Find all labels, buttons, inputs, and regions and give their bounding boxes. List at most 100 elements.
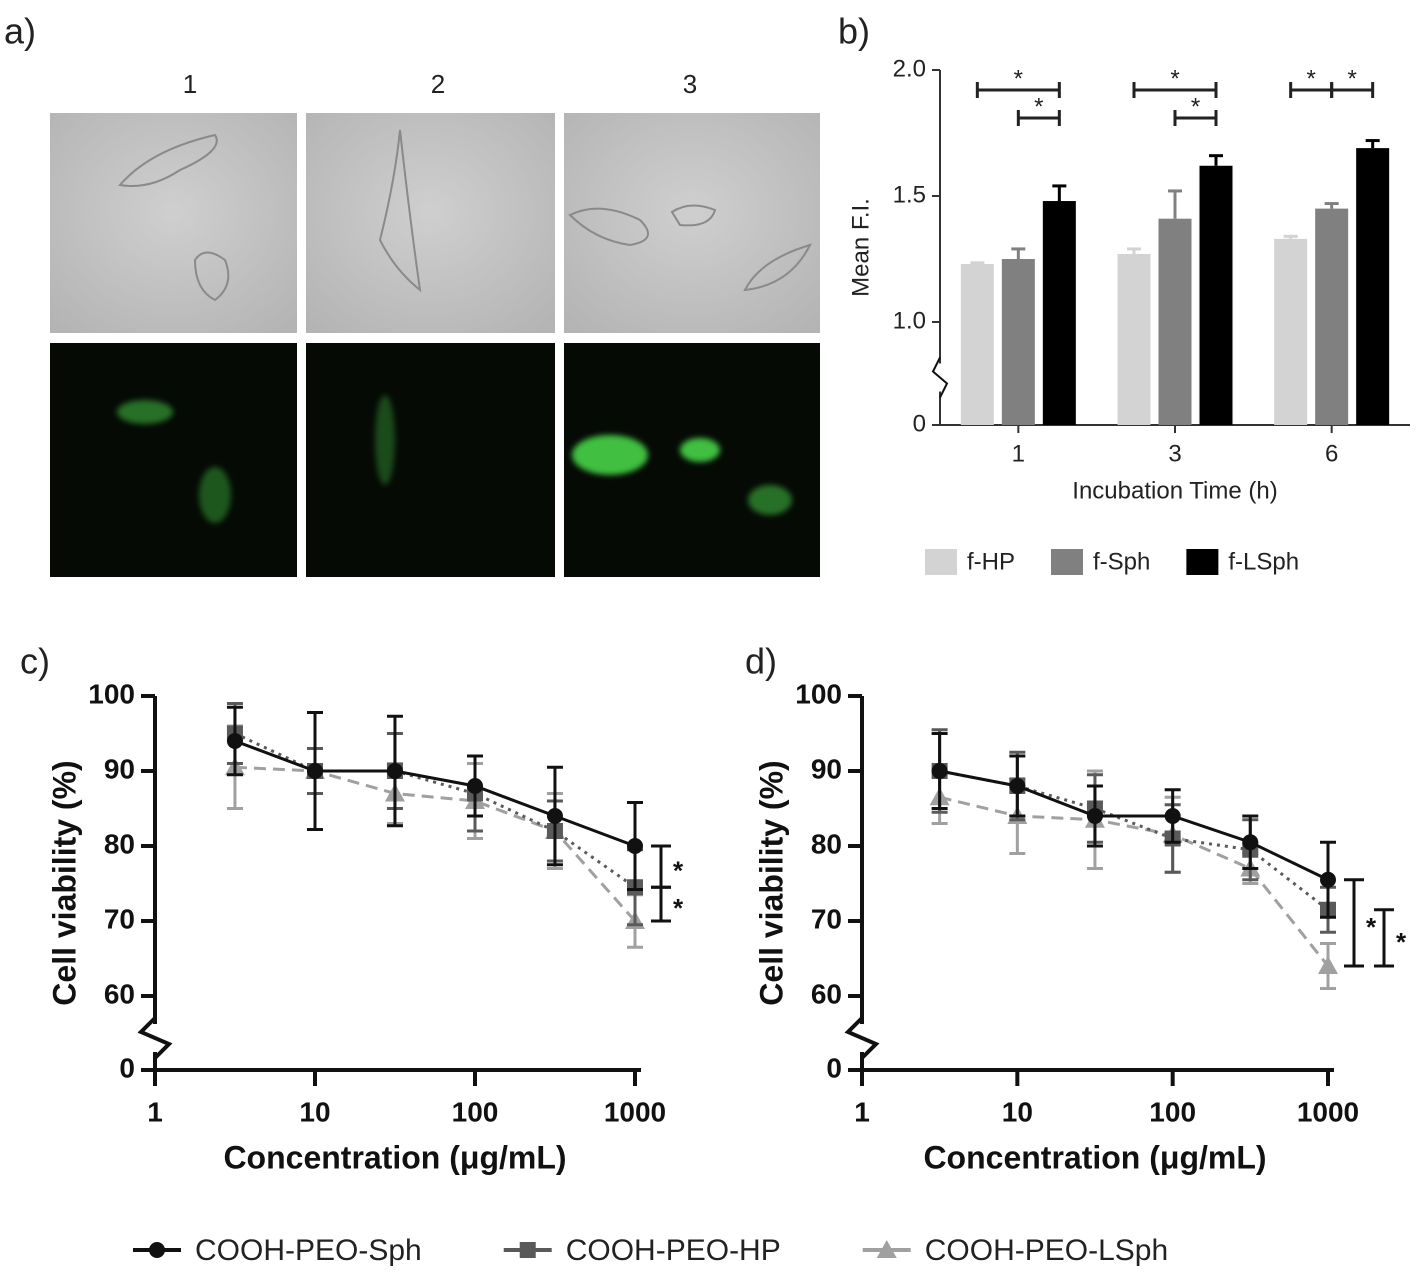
- x-tick-label: 10: [299, 1096, 330, 1127]
- significance-label: *: [673, 893, 684, 923]
- y-tick-label: 70: [104, 903, 135, 934]
- x-tick-label: 100: [1149, 1096, 1196, 1127]
- legend-label: f-LSph: [1228, 548, 1299, 575]
- significance-bracket: [651, 885, 671, 923]
- legend-swatch: [1186, 549, 1219, 575]
- legend-label: f-Sph: [1093, 548, 1150, 575]
- x-tick-label: 1000: [604, 1096, 666, 1127]
- x-axis-label: Concentration (μg/mL): [923, 1139, 1266, 1175]
- x-tick-label: 100: [452, 1096, 499, 1127]
- legend-swatch: [925, 549, 957, 575]
- axis-break: [137, 1016, 173, 1060]
- significance-label: *: [1191, 93, 1200, 120]
- series-line: [234, 765, 637, 922]
- data-point: [386, 763, 403, 779]
- y-tick-label: 80: [811, 828, 842, 859]
- significance-label: *: [1306, 65, 1315, 92]
- significance-bracket: [1016, 110, 1061, 126]
- fluorescence-signal: [117, 395, 792, 523]
- y-tick-label: 60: [104, 978, 135, 1009]
- y-axis-label: Cell viability (%): [753, 760, 789, 1005]
- data-point: [467, 778, 483, 794]
- panel-label: b): [838, 11, 870, 52]
- axis-break: [844, 1016, 880, 1060]
- column-label: 2: [431, 69, 445, 99]
- significance-bracket: [1344, 878, 1364, 968]
- data-point: [1318, 956, 1338, 974]
- fluorescence-image: [50, 343, 297, 577]
- significance-label: *: [1366, 912, 1377, 942]
- data-point: [307, 763, 323, 779]
- data-point: [546, 808, 563, 824]
- y-tick-label: 0: [119, 1052, 135, 1083]
- significance-bracket: [1330, 82, 1375, 98]
- series-line: [234, 739, 636, 848]
- y-tick-label: 100: [88, 678, 135, 709]
- series-line: [939, 769, 1329, 882]
- brightfield-image: [50, 113, 297, 333]
- significance-label: *: [673, 856, 684, 886]
- x-axis-label: Concentration (μg/mL): [223, 1139, 566, 1175]
- series-line: [939, 795, 1330, 967]
- x-tick-label: 1: [854, 1096, 870, 1127]
- significance-bracket: [1173, 110, 1218, 126]
- data-point: [1009, 778, 1026, 794]
- brightfield-image: [306, 113, 555, 333]
- bar: [1315, 208, 1349, 425]
- legend-label: COOH-PEO-HP: [566, 1234, 781, 1267]
- y-tick-label: 1.0: [893, 307, 926, 334]
- bar: [1199, 165, 1233, 425]
- significance-bracket: [651, 844, 671, 889]
- data-point: [931, 763, 948, 779]
- column-label: 3: [683, 69, 697, 99]
- series-line: [234, 732, 636, 889]
- y-tick-label: 90: [104, 753, 135, 784]
- panel-label: d): [745, 641, 777, 682]
- x-tick-label: 3: [1168, 440, 1181, 467]
- data-point: [1164, 808, 1181, 824]
- legend-label: f-HP: [967, 548, 1015, 575]
- brightfield-image: [564, 113, 820, 333]
- y-axis-label: Cell viability (%): [46, 760, 82, 1005]
- data-point: [627, 838, 643, 854]
- significance-bracket: [975, 82, 1061, 98]
- column-label: 1: [183, 69, 197, 99]
- legend-label: COOH-PEO-LSph: [925, 1234, 1168, 1267]
- significance-label: *: [1034, 93, 1043, 120]
- y-tick-label: 0: [913, 410, 926, 437]
- x-tick-label: 1: [147, 1096, 163, 1127]
- panel-label: c): [20, 641, 50, 682]
- data-point: [1320, 871, 1336, 888]
- bar: [960, 264, 994, 425]
- significance-bracket: [1374, 908, 1394, 968]
- y-tick-label: 1.5: [893, 181, 926, 208]
- bar: [1158, 218, 1192, 425]
- y-axis-label: Mean F.I.: [847, 198, 874, 297]
- series-line: [939, 769, 1329, 911]
- y-tick-label: 60: [811, 978, 842, 1009]
- legend-marker: [149, 1242, 165, 1258]
- bar: [1117, 253, 1151, 425]
- significance-bracket: [1132, 82, 1218, 98]
- bar: [1356, 148, 1390, 425]
- x-tick-label: 6: [1325, 440, 1338, 467]
- axis-break: [931, 357, 949, 398]
- fluorescence-image: [306, 343, 555, 577]
- cell-outlines: [118, 129, 812, 302]
- significance-label: *: [1347, 65, 1356, 92]
- y-tick-label: 0: [826, 1052, 842, 1083]
- bar: [1001, 259, 1035, 425]
- y-tick-label: 90: [811, 753, 842, 784]
- panel-a: a) 1 2 3: [4, 11, 820, 577]
- y-tick-label: 2.0: [893, 55, 926, 82]
- data-point: [1086, 808, 1103, 824]
- legend-marker: [876, 1240, 897, 1258]
- y-tick-label: 80: [104, 828, 135, 859]
- x-axis-label: Incubation Time (h): [1072, 477, 1277, 504]
- bar: [1274, 238, 1308, 425]
- significance-label: *: [1396, 927, 1407, 957]
- data-point: [1242, 834, 1259, 851]
- y-tick-label: 70: [811, 903, 842, 934]
- data-point: [226, 733, 243, 749]
